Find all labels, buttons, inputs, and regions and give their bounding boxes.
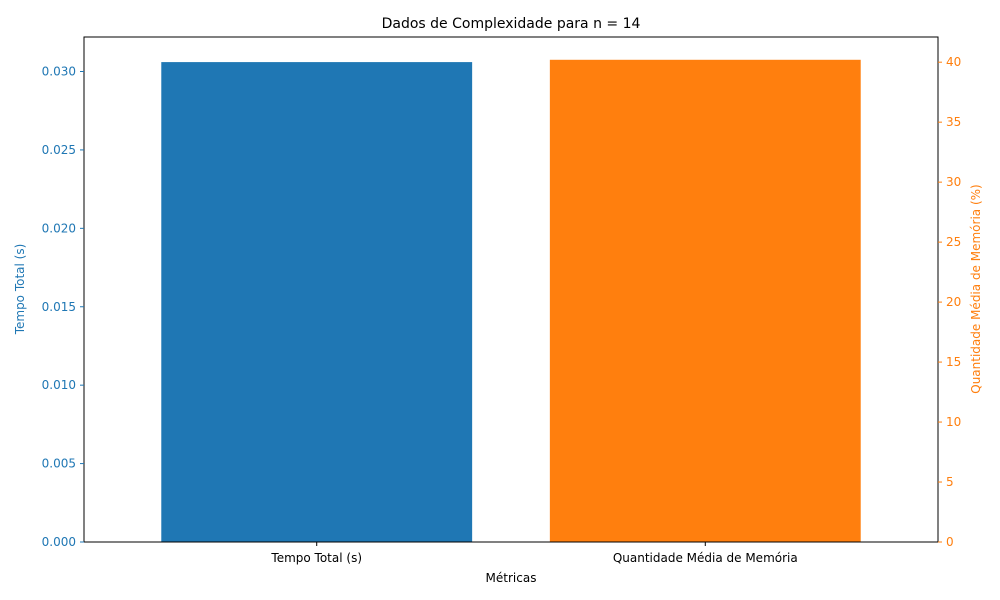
left-axis-title: Tempo Total (s)	[13, 244, 27, 336]
x-tick-label: Tempo Total (s)	[270, 551, 362, 565]
bar-1	[161, 62, 473, 542]
bar-2	[549, 59, 861, 542]
left-tick-label: 0.015	[42, 300, 76, 314]
bars-layer	[161, 59, 861, 542]
x-axis-title: Métricas	[486, 571, 537, 585]
right-tick-label: 25	[946, 235, 961, 249]
x-tick-label: Quantidade Média de Memória	[613, 551, 798, 565]
right-tick-label: 10	[946, 415, 961, 429]
left-tick-label: 0.030	[42, 65, 76, 79]
right-tick-label: 20	[946, 295, 961, 309]
left-tick-label: 0.025	[42, 143, 76, 157]
plot-frame	[83, 36, 939, 543]
chart-title: Dados de Complexidade para n = 14	[382, 16, 641, 32]
right-tick-label: 5	[946, 475, 954, 489]
right-tick-label: 35	[946, 115, 961, 129]
axes-layer: 0.000 0.005 0.010 0.015 0.020 0.025 0.030 0 5 10 1…	[42, 36, 961, 565]
left-tick-label: 0.005	[42, 457, 76, 471]
left-tick-label: 0.020	[42, 221, 76, 235]
left-tick-label: 0.000	[42, 535, 76, 549]
right-tick-label: 40	[946, 55, 961, 69]
right-tick-label: 0	[946, 535, 954, 549]
right-tick-label: 15	[946, 355, 961, 369]
right-axis-title: Quantidade Média de Memória (%)	[969, 184, 983, 393]
left-tick-label: 0.010	[42, 378, 76, 392]
right-tick-label: 30	[946, 175, 961, 189]
